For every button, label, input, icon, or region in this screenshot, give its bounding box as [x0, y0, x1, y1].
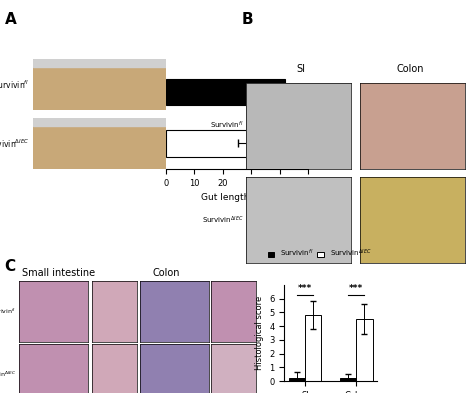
Text: ***: ***: [298, 284, 312, 293]
Text: C: C: [5, 259, 16, 274]
Bar: [166, 79, 285, 105]
Y-axis label: Survivin$^{fl}$: Survivin$^{fl}$: [0, 307, 16, 316]
Y-axis label: Survivin$^{ΔIEC}$: Survivin$^{ΔIEC}$: [0, 370, 16, 379]
Y-axis label: Survivin$^{fl}$: Survivin$^{fl}$: [0, 78, 29, 91]
Y-axis label: Survivin$^{ΔIEC}$: Survivin$^{ΔIEC}$: [202, 215, 244, 226]
Bar: [305, 315, 321, 381]
Bar: [356, 319, 373, 381]
Bar: [340, 378, 356, 381]
Text: SI: SI: [297, 64, 305, 74]
Bar: [33, 118, 166, 126]
Text: **: **: [302, 113, 314, 123]
Text: Small intestine: Small intestine: [21, 268, 95, 278]
Bar: [166, 130, 251, 157]
X-axis label: Gut length (cm): Gut length (cm): [201, 193, 273, 202]
Legend: Survivin$^{fl}$, Survivin$^{ΔIEC}$: Survivin$^{fl}$, Survivin$^{ΔIEC}$: [265, 245, 374, 262]
Text: Colon: Colon: [152, 268, 180, 278]
Text: B: B: [242, 12, 254, 27]
Bar: [33, 59, 166, 66]
Text: ***: ***: [349, 284, 364, 293]
Bar: [289, 378, 305, 381]
Text: A: A: [5, 12, 17, 27]
Text: Colon: Colon: [396, 64, 424, 74]
Y-axis label: Survivin$^{fl}$: Survivin$^{fl}$: [210, 120, 244, 131]
Y-axis label: Survivin$^{ΔIEC}$: Survivin$^{ΔIEC}$: [0, 137, 29, 150]
Y-axis label: Histological score: Histological score: [255, 296, 264, 370]
